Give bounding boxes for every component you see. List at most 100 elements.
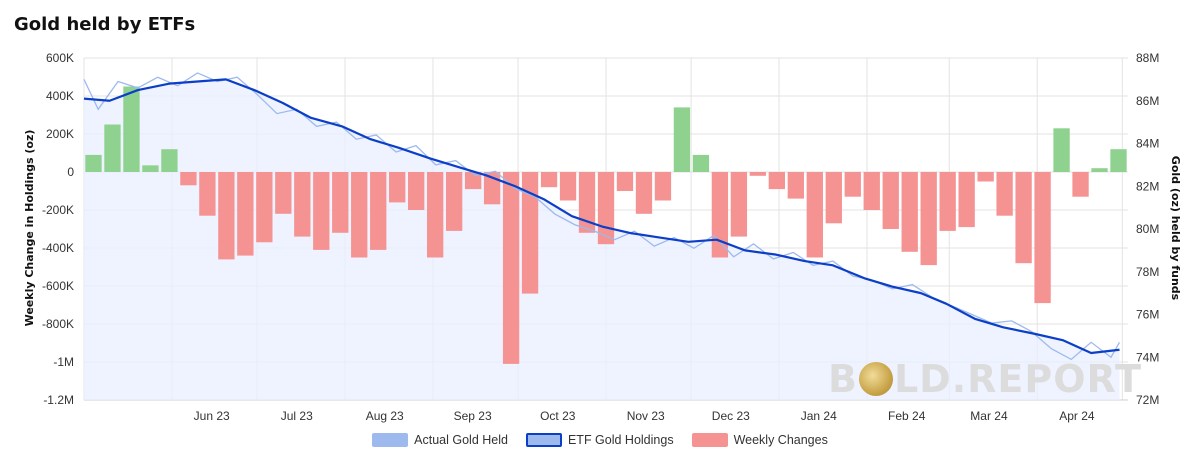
chart-title: Gold held by ETFs bbox=[14, 14, 196, 35]
weekly-change-bar bbox=[256, 172, 273, 243]
right-tick-label: 78M bbox=[1136, 265, 1159, 279]
gold-coin-icon bbox=[858, 362, 893, 396]
weekly-change-bar bbox=[692, 154, 710, 172]
weekly-change-bar bbox=[939, 172, 956, 231]
weekly-change-bar bbox=[199, 172, 216, 216]
left-tick-label: -600K bbox=[42, 279, 74, 293]
left-tick-label: -1.2M bbox=[43, 393, 74, 407]
weekly-change-bar bbox=[901, 172, 918, 252]
weekly-change-bar bbox=[237, 172, 254, 256]
weekly-change-bar bbox=[1072, 172, 1089, 197]
weekly-change-bar bbox=[616, 172, 634, 191]
weekly-change-bar bbox=[768, 172, 785, 190]
right-tick-label: 88M bbox=[1136, 51, 1159, 65]
legend-label-actual: Actual Gold Held bbox=[414, 433, 508, 447]
legend-label-holdings: ETF Gold Holdings bbox=[567, 433, 674, 447]
left-axis-title: Weekly Change in Holdings (oz) bbox=[23, 130, 36, 327]
weekly-change-bar bbox=[294, 172, 311, 237]
weekly-change-bar bbox=[161, 149, 178, 172]
weekly-change-bar bbox=[996, 172, 1013, 216]
weekly-change-bar bbox=[825, 172, 842, 224]
weekly-change-bar bbox=[1110, 149, 1127, 172]
legend-swatch-weekly bbox=[691, 433, 728, 447]
x-tick-label: Apr 24 bbox=[1059, 409, 1095, 423]
x-tick-label: Jan 24 bbox=[801, 409, 837, 423]
right-tick-label: 80M bbox=[1136, 222, 1159, 236]
left-tick-label: 400K bbox=[46, 89, 74, 103]
legend-swatch-holdings bbox=[525, 433, 562, 447]
holdings-lines bbox=[83, 72, 1121, 361]
legend-item-actual[interactable]: Actual Gold Held bbox=[372, 433, 508, 447]
weekly-change-bar bbox=[275, 172, 292, 214]
weekly-change-bar bbox=[958, 172, 975, 228]
weekly-change-bar bbox=[370, 172, 387, 250]
right-tick-label: 76M bbox=[1136, 308, 1159, 322]
weekly-change-bar bbox=[559, 172, 577, 201]
left-tick-label: -1M bbox=[53, 355, 74, 369]
weekly-change-bar bbox=[521, 172, 539, 294]
x-tick-label: Mar 24 bbox=[970, 409, 1008, 423]
weekly-change-bar bbox=[389, 172, 406, 203]
legend-item-holdings[interactable]: ETF Gold Holdings bbox=[525, 433, 674, 447]
x-tick-label: Nov 23 bbox=[627, 409, 665, 423]
weekly-change-bar bbox=[313, 172, 330, 250]
watermark-text-left: B bbox=[828, 357, 858, 401]
chart-legend: Actual Gold Held ETF Gold Holdings Weekl… bbox=[0, 433, 1200, 447]
x-tick-label: Sep 23 bbox=[454, 409, 492, 423]
x-tick-label: Oct 23 bbox=[540, 409, 576, 423]
left-tick-label: 600K bbox=[46, 51, 74, 65]
weekly-change-bar bbox=[427, 172, 444, 258]
weekly-change-bar bbox=[673, 107, 691, 172]
right-tick-label: 82M bbox=[1136, 179, 1159, 193]
weekly-change-bar bbox=[142, 165, 159, 172]
watermark-text-right: LD.REPORT bbox=[893, 357, 1143, 401]
weekly-change-bar bbox=[104, 124, 121, 172]
axis-ticks: 600K 400K 200K 0 -200K -400K -600K -800K -1M -1.2… bbox=[42, 51, 1159, 423]
weekly-change-bar bbox=[920, 172, 937, 266]
weekly-change-bar bbox=[408, 172, 425, 210]
weekly-change-bar bbox=[332, 172, 349, 233]
legend-item-weekly[interactable]: Weekly Changes bbox=[691, 433, 828, 447]
weekly-change-bar bbox=[445, 172, 463, 231]
weekly-change-bar bbox=[882, 172, 899, 229]
weekly-change-bar bbox=[977, 172, 994, 182]
weekly-change-bar bbox=[502, 172, 520, 364]
right-tick-label: 72M bbox=[1136, 393, 1159, 407]
weekly-change-bar bbox=[749, 172, 767, 176]
weekly-change-bar bbox=[351, 172, 368, 258]
weekly-change-bar bbox=[787, 172, 804, 199]
weekly-change-bar bbox=[730, 172, 748, 237]
weekly-change-bar bbox=[654, 172, 672, 201]
weekly-change-bar bbox=[844, 172, 861, 197]
x-tick-label: Jul 23 bbox=[281, 409, 313, 423]
x-tick-label: Dec 23 bbox=[712, 409, 750, 423]
weekly-change-bar bbox=[711, 172, 729, 258]
weekly-change-bar bbox=[578, 172, 596, 233]
left-tick-label: -800K bbox=[42, 317, 74, 331]
weekly-change-bar bbox=[863, 172, 880, 210]
weekly-change-bar bbox=[85, 154, 102, 172]
weekly-change-bars bbox=[85, 86, 1127, 364]
left-tick-label: -400K bbox=[42, 241, 74, 255]
left-tick-label: 0 bbox=[67, 165, 74, 179]
weekly-change-bar bbox=[806, 172, 823, 258]
weekly-change-bar bbox=[1091, 168, 1108, 172]
bold-report-watermark: B LD.REPORT bbox=[828, 357, 1142, 401]
legend-label-weekly: Weekly Changes bbox=[733, 433, 828, 447]
weekly-change-bar bbox=[180, 172, 197, 186]
weekly-change-bar bbox=[1034, 172, 1051, 304]
left-tick-label: 200K bbox=[46, 127, 74, 141]
legend-swatch-actual bbox=[372, 433, 409, 447]
etf-gold-holdings-line bbox=[83, 78, 1120, 355]
weekly-change-bar bbox=[635, 172, 653, 214]
right-tick-label: 74M bbox=[1136, 350, 1159, 364]
right-axis-title: Gold (oz) held by funds bbox=[1169, 156, 1182, 301]
right-tick-label: 84M bbox=[1136, 137, 1159, 151]
weekly-change-bar bbox=[1015, 172, 1032, 264]
weekly-change-bar bbox=[1053, 128, 1070, 172]
left-tick-label: -200K bbox=[42, 203, 74, 217]
right-tick-label: 86M bbox=[1136, 94, 1159, 108]
weekly-change-bar bbox=[464, 172, 482, 190]
x-tick-label: Aug 23 bbox=[366, 409, 404, 423]
